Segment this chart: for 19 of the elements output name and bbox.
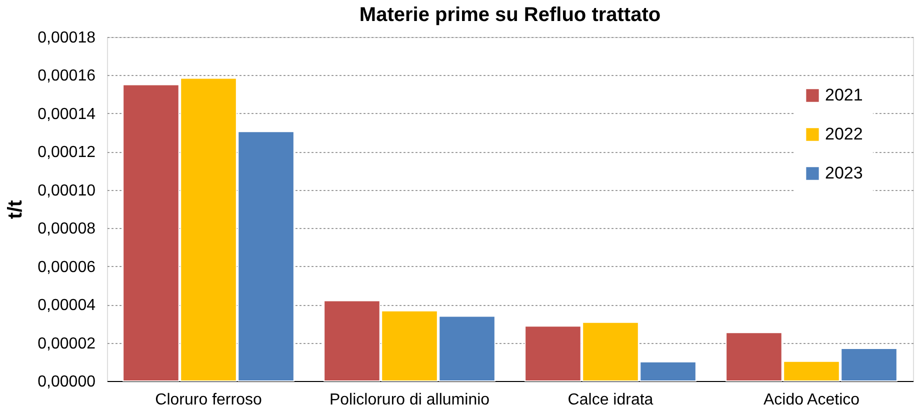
legend-label: 2021 (825, 86, 863, 104)
y-tick-label: 0,00010 (38, 182, 96, 200)
legend-label: 2023 (825, 164, 863, 182)
x-tick-label: Acido Acetico (763, 392, 860, 408)
y-tick-label: 0,00014 (38, 106, 96, 123)
x-tick-label: Cloruro ferroso (155, 392, 262, 408)
y-tick-label: 0,00002 (38, 335, 96, 352)
x-tick-label: Calce idrata (568, 392, 654, 408)
y-tick-label: 0,00004 (38, 297, 96, 314)
y-axis-title: t/t (4, 200, 27, 219)
y-tick-label: 0,00000 (38, 374, 96, 390)
y-tick-label: 0,00008 (38, 220, 96, 238)
chart-title: Materie prime su Refluo trattato (359, 4, 661, 26)
y-tick-label: 0,00016 (38, 68, 96, 85)
y-tick-label: 0,00012 (38, 144, 96, 162)
x-tick-label: Policloruro di alluminio (329, 392, 490, 408)
legend-label: 2022 (825, 124, 863, 144)
y-tick-label: 0,00018 (38, 30, 96, 46)
y-tick-label: 0,00006 (38, 258, 96, 276)
